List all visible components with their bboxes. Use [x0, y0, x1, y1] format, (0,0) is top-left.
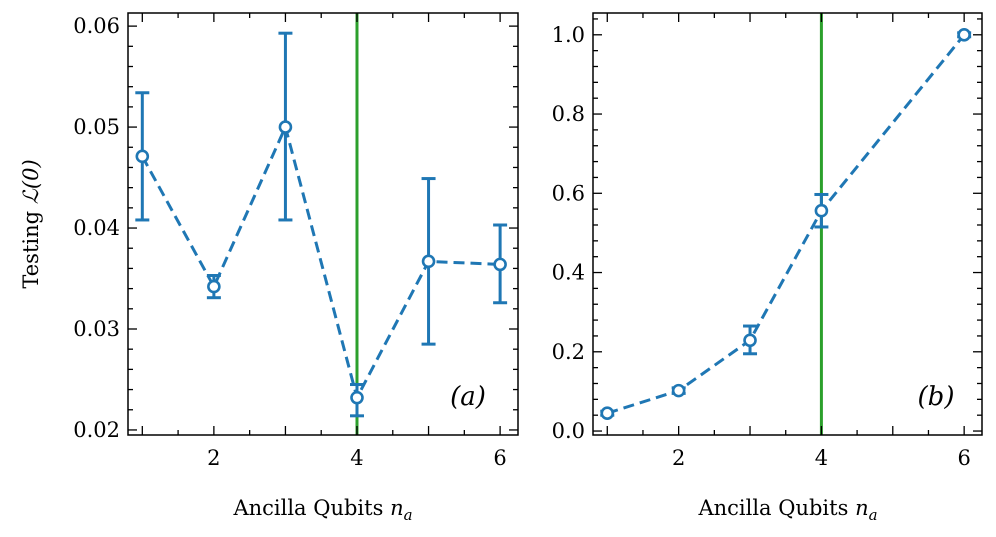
panel-a: 2 4 6 0.02 0.03 0.04 0.05 0.06 (a) Ancilla Qubi…: [19, 12, 519, 524]
panel-b-frame: [592, 12, 983, 436]
panel-a-data-point: [278, 120, 293, 134]
panel-b-xlabel: Ancilla Qubits na: [697, 496, 877, 524]
panel-a-ytick-label: 0.03: [73, 317, 120, 341]
panel-a-ytick-label: 0.06: [73, 14, 120, 38]
panel-b-data-point: [743, 333, 757, 348]
panel-b-data-point: [600, 406, 615, 421]
panel-b-data-point: [814, 203, 829, 218]
panel-a-data-point: [350, 390, 364, 405]
panel-a-series-line: [140, 122, 501, 402]
panel-a-xtick-label: 6: [493, 446, 506, 470]
panel-b-xtick-label: 4: [815, 446, 828, 470]
panel-b-ytick-label: 0.2: [552, 340, 585, 364]
panel-b: 2 4 6 0.0 0.2 0.4 0.6 0.8 1.0 (b) Ancilla Qubits…: [552, 12, 983, 524]
panel-a-ylabel: Testing ℒ(0): [19, 159, 43, 288]
panel-a-ytick-label: 0.04: [73, 216, 120, 240]
panel-a-ytick-label: 0.02: [73, 418, 120, 442]
panel-a-data-point: [493, 257, 507, 272]
panel-b-tag: (b): [918, 382, 955, 412]
panel-b-xtick-label: 2: [672, 446, 685, 470]
panel-a-data-point: [207, 279, 221, 294]
panel-a-ytick-label: 0.05: [73, 115, 120, 139]
panel-b-xtick-label: 6: [957, 446, 970, 470]
panel-a-xtick-label: 4: [350, 446, 363, 470]
panel-b-data-point: [671, 383, 686, 398]
panel-a-data-point: [421, 254, 436, 269]
panel-a-tag: (a): [450, 382, 486, 412]
panel-b-ytick-label: 1.0: [552, 23, 585, 47]
panel-b-ytick-label: 0.4: [552, 261, 585, 285]
panel-b-series-line: [606, 33, 966, 415]
panel-b-ytick-label: 0.6: [552, 181, 585, 205]
panel-a-data-point: [135, 149, 150, 164]
panel-b-ytick-label: 0.0: [552, 419, 585, 443]
panel-a-frame: [127, 12, 519, 436]
panel-a-xlabel: Ancilla Qubits na: [232, 496, 412, 524]
panel-b-ytick-label: 0.8: [552, 102, 585, 126]
panel-a-xtick-label: 2: [207, 446, 220, 470]
panel-b-data-point: [957, 27, 971, 42]
